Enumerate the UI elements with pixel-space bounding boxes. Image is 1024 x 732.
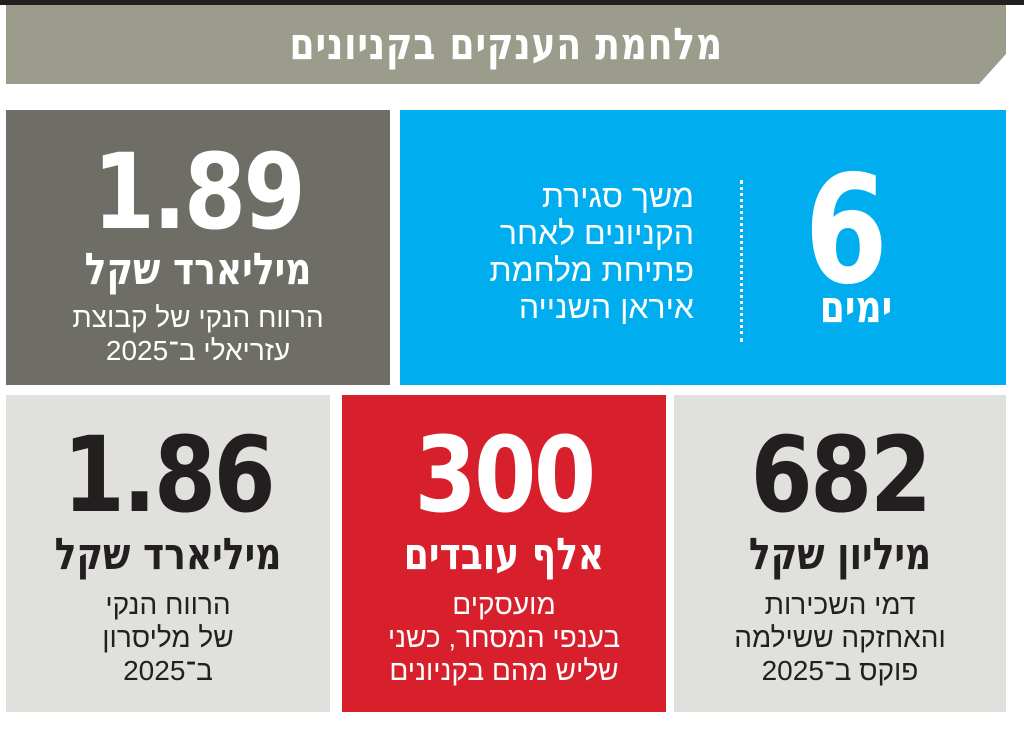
- stat-unit: מיליארד שקל: [54, 529, 282, 580]
- desc-line: מועסקים: [452, 589, 556, 620]
- desc-line: בענפי המסחר, כשני: [387, 621, 621, 653]
- desc-line: פוקס ב־2025: [761, 654, 919, 686]
- stat-card-melisron-profit: 1.86 מיליארד שקל הרווח הנקי של מליסרון ב…: [6, 395, 330, 712]
- stat-card-fox-rent: 682 מיליון שקל דמי השכירות והאחזקה ששילמ…: [674, 395, 1006, 712]
- stat-value: 6: [804, 144, 888, 318]
- stat-description: משך סגירת הקניונים לאחר פתיחת מלחמת אירא…: [490, 178, 695, 326]
- stat-value: 682: [750, 414, 933, 536]
- desc-line: משך סגירת: [541, 178, 694, 214]
- stat-description: דמי השכירות והאחזקה ששילמה פוקס ב־2025: [674, 589, 1006, 687]
- desc-line: הקניונים לאחר: [499, 215, 694, 252]
- stat-description: הרווח הנקי של קבוצת עזריאלי ב־2025: [6, 302, 390, 368]
- desc-line: הרווח הנקי של קבוצת: [72, 302, 324, 333]
- stat-card-azrieli-profit: 1.89 מיליארד שקל הרווח הנקי של קבוצת עזר…: [6, 110, 390, 385]
- desc-line: והאחזקה ששילמה: [734, 621, 946, 653]
- desc-line: ב־2025: [123, 654, 213, 686]
- stat-value: 300: [414, 414, 597, 536]
- desc-line: הרווח הנקי: [105, 589, 231, 620]
- desc-line: שליש מהם בקניונים: [389, 654, 619, 686]
- desc-line: עזריאלי ב־2025: [105, 334, 291, 366]
- stat-card-retail-workers: 300 אלף עובדים מועסקים בענפי המסחר, כשני…: [342, 395, 666, 712]
- desc-line: איראן השנייה: [518, 289, 694, 326]
- stat-card-mall-closure-days: 6 ימים משך סגירת הקניונים לאחר פתיחת מלח…: [400, 110, 1006, 385]
- stat-unit: מיליון שקל: [748, 529, 932, 580]
- desc-line: פתיחת מלחמת: [489, 252, 695, 289]
- stat-description: הרווח הנקי של מליסרון ב־2025: [6, 589, 330, 687]
- dotted-divider: [740, 180, 743, 342]
- title-banner: מלחמת הענקים בקניונים: [6, 5, 1006, 84]
- stat-description: מועסקים בענפי המסחר, כשני שליש מהם בקניו…: [342, 589, 666, 687]
- top-rule: [0, 0, 1024, 5]
- stat-value: 1.89: [92, 131, 306, 253]
- desc-line: דמי השכירות: [764, 589, 916, 620]
- stat-value: 1.86: [62, 414, 276, 536]
- page-title: מלחמת הענקים בקניונים: [289, 19, 723, 70]
- desc-line: של מליסרון: [102, 621, 234, 653]
- stat-unit: ימים: [819, 282, 893, 333]
- stat-unit: מיליארד שקל: [84, 244, 312, 295]
- stat-unit: אלף עובדים: [403, 529, 605, 580]
